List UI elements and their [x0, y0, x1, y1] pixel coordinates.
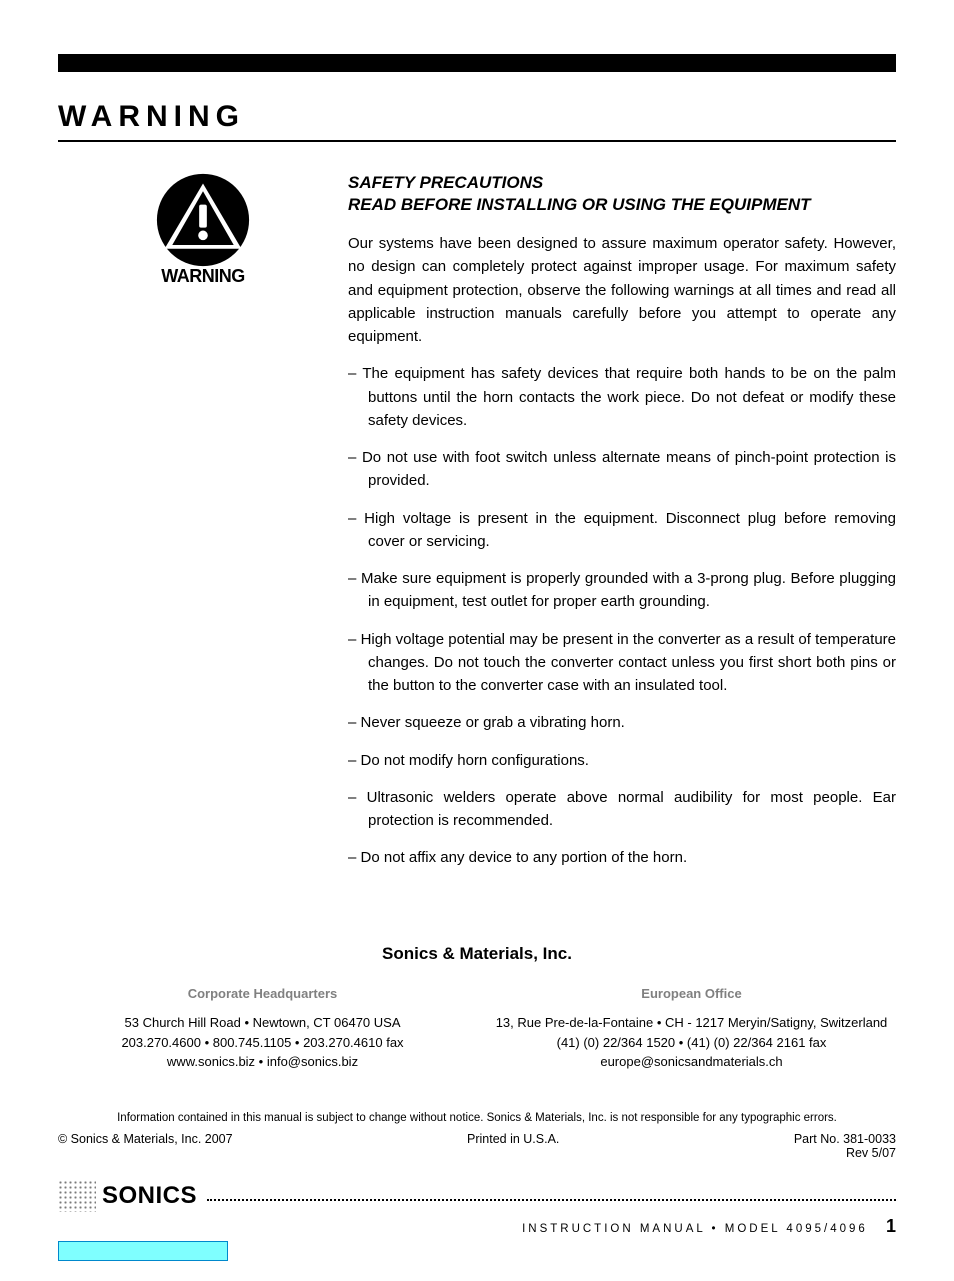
footer: SONICS INSTRUCTION MANUAL • MODEL 4095/4… [58, 1180, 896, 1261]
page-heading: WARNING [58, 100, 896, 142]
list-item: Ultrasonic welders operate above normal … [348, 786, 896, 833]
part-rev: Part No. 381-0033 Rev 5/07 [794, 1132, 896, 1160]
list-item: The equipment has safety devices that re… [348, 362, 896, 432]
corporate-hq: Corporate Headquarters 53 Church Hill Ro… [58, 984, 467, 1072]
european-office: European Office 13, Rue Pre-de-la-Fontai… [487, 984, 896, 1072]
hq-title: Corporate Headquarters [58, 984, 467, 1004]
logo-text: SONICS [102, 1182, 197, 1210]
warning-triangle-icon [155, 172, 251, 268]
eu-address: 13, Rue Pre-de-la-Fontaine • CH - 1217 M… [487, 1013, 896, 1033]
footer-meta: INSTRUCTION MANUAL • MODEL 4095/4096 1 [58, 1216, 896, 1237]
warning-icon-label: WARNING [155, 266, 251, 287]
section-title-line1: SAFETY PRECAUTIONS [348, 173, 543, 192]
offices-row: Corporate Headquarters 53 Church Hill Ro… [58, 984, 896, 1072]
logo-dots-icon [58, 1180, 96, 1212]
main-text-column: SAFETY PRECAUTIONS READ BEFORE INSTALLIN… [348, 172, 896, 884]
printed-in: Printed in U.S.A. [467, 1132, 559, 1160]
eu-phone: (41) (0) 22/364 1520 • (41) (0) 22/364 2… [487, 1033, 896, 1053]
dotted-rule [207, 1191, 896, 1201]
logo-row: SONICS [58, 1180, 896, 1212]
disclaimer: Information contained in this manual is … [58, 1112, 896, 1124]
manual-model: INSTRUCTION MANUAL • MODEL 4095/4096 [522, 1223, 868, 1235]
page-number: 1 [886, 1216, 896, 1236]
content-row: WARNING SAFETY PRECAUTIONS READ BEFORE I… [58, 172, 896, 884]
top-black-bar [58, 54, 896, 72]
list-item: High voltage is present in the equipment… [348, 507, 896, 554]
hq-address: 53 Church Hill Road • Newtown, CT 06470 … [58, 1013, 467, 1033]
list-item: Do not affix any device to any portion o… [348, 846, 896, 869]
list-item: Make sure equipment is properly grounded… [348, 567, 896, 614]
list-item: Do not modify horn configurations. [348, 749, 896, 772]
warning-list: The equipment has safety devices that re… [348, 362, 896, 869]
part-number: Part No. 381-0033 [794, 1132, 896, 1146]
section-title: SAFETY PRECAUTIONS READ BEFORE INSTALLIN… [348, 172, 896, 216]
company-name: Sonics & Materials, Inc. [58, 944, 896, 964]
hq-phone: 203.270.4600 • 800.745.1105 • 203.270.46… [58, 1033, 467, 1053]
list-item: High voltage potential may be present in… [348, 628, 896, 698]
eu-email: europe@sonicsandmaterials.ch [487, 1052, 896, 1072]
intro-paragraph: Our systems have been designed to assure… [348, 232, 896, 348]
warning-icon-column: WARNING [58, 172, 348, 884]
copyright: © Sonics & Materials, Inc. 2007 [58, 1132, 233, 1160]
list-item: Do not use with foot switch unless alter… [348, 446, 896, 493]
hq-web: www.sonics.biz • info@sonics.biz [58, 1052, 467, 1072]
company-block: Sonics & Materials, Inc. Corporate Headq… [58, 944, 896, 1072]
section-title-line2: READ BEFORE INSTALLING OR USING THE EQUI… [348, 195, 810, 214]
warning-symbol: WARNING [155, 172, 251, 287]
revision: Rev 5/07 [846, 1146, 896, 1160]
eu-title: European Office [487, 984, 896, 1004]
legal-row: © Sonics & Materials, Inc. 2007 Printed … [58, 1132, 896, 1160]
list-item: Never squeeze or grab a vibrating horn. [348, 711, 896, 734]
cyan-bar [58, 1241, 228, 1261]
